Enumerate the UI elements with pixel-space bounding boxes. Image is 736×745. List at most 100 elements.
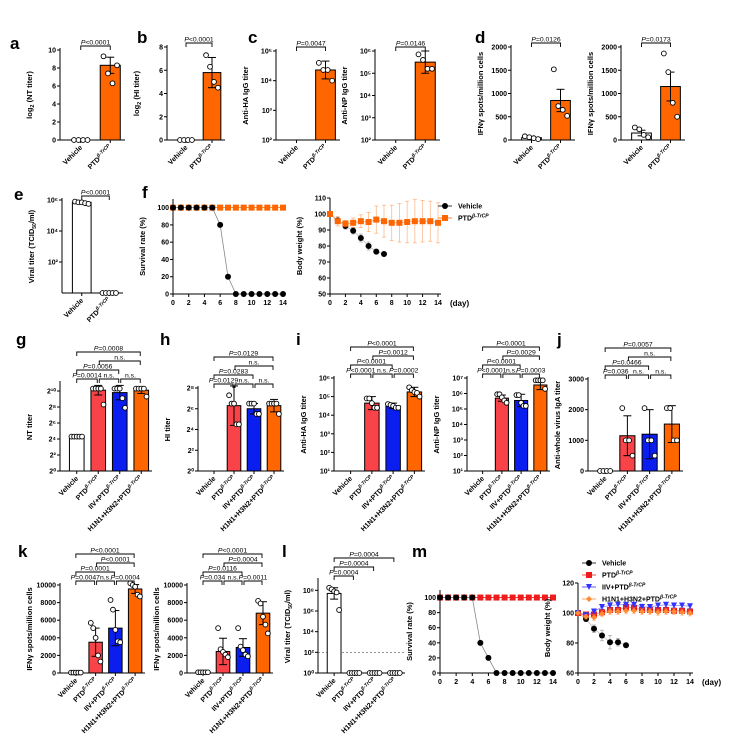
- data-point: [541, 594, 548, 601]
- p-value-label: n.s.: [249, 360, 260, 367]
- data-point: [493, 594, 500, 601]
- y-tick-label: 10⁴: [47, 229, 59, 236]
- p-value-label: n.s.: [377, 368, 388, 375]
- data-point: [623, 601, 629, 608]
- y-axis-label: Survival rate (%): [405, 602, 414, 661]
- y-tick-label: 10⁶: [319, 376, 330, 383]
- y-tick-label: 10: [48, 48, 56, 55]
- legend-marker: [586, 584, 592, 590]
- y-tick-label: 100: [562, 611, 574, 618]
- y-tick-label: 0: [432, 671, 436, 678]
- y-axis-label: Survival rate (%): [138, 217, 147, 276]
- data-point: [526, 134, 533, 141]
- data-point: [535, 136, 542, 142]
- data-point: [357, 235, 364, 241]
- x-tick-label: 6: [218, 300, 222, 307]
- data-point: [356, 670, 363, 676]
- x-tick-label: 2: [343, 300, 347, 307]
- data-point: [550, 670, 556, 676]
- y-tick-label: 1500: [491, 68, 507, 75]
- x-tick-label: PTDβ-TrCP: [536, 143, 564, 171]
- panel-label-e: e: [14, 185, 24, 204]
- data-point: [665, 69, 672, 75]
- p-value-label: P=0.0126: [531, 37, 561, 44]
- data-point: [215, 625, 221, 631]
- significance-bracket: [395, 46, 426, 51]
- significance-bracket: [350, 346, 414, 351]
- p-value-label: P<0.0001: [90, 548, 120, 555]
- chart-m1: 0 20 40 60 80 100 0 2 4 6 8 10 12 14 Survival rate (%): [405, 590, 557, 686]
- p-value-label: n.s.: [644, 351, 655, 358]
- data-point: [84, 137, 91, 143]
- y-tick-label: 10²: [453, 453, 464, 460]
- y-tick-label: 10⁶: [452, 391, 463, 398]
- p-value-label: P=0.0004: [329, 570, 359, 577]
- chart-m2: 60 80 100 120 0 2 4 6 8 10 12 14 (day) Body weight (%…: [543, 560, 721, 687]
- x-tick-label: 12: [533, 679, 541, 686]
- data-point: [226, 392, 232, 399]
- y-axis-label: IFNγ spots/million cells: [476, 52, 485, 135]
- data-point: [655, 602, 661, 609]
- y-axis-label: Viral titer (TCID50/ml): [283, 589, 294, 663]
- y-tick-label: 0: [179, 671, 183, 678]
- p-value-label: P<0.0001: [496, 341, 526, 348]
- y-tick-label: 10⁶: [360, 49, 371, 56]
- significance-bracket: [482, 364, 521, 369]
- p-value-label: P=0.0056: [83, 364, 113, 371]
- chart-b: 0 2 4 6 8 log2 (HI titer) Vehicle PTDβ-TrCP P<0.…: [132, 37, 225, 171]
- data-point: [315, 60, 322, 66]
- data-point: [671, 608, 677, 615]
- data-point: [503, 399, 510, 406]
- significance-bracket: [115, 580, 135, 585]
- y-tick-label: 2⁸: [187, 386, 194, 393]
- y-tick-label: 0: [503, 138, 507, 145]
- data-point: [629, 452, 636, 459]
- data-point: [615, 601, 621, 608]
- y-tick-label: 80: [318, 244, 326, 251]
- data-point: [251, 400, 257, 407]
- data-point: [87, 619, 94, 626]
- x-tick-label: 6: [374, 300, 378, 307]
- chart-f1: 0 20 40 60 80 100 0 2 4 6 8 10 12 14 Survival rate (%): [138, 199, 287, 307]
- data-point: [420, 57, 426, 63]
- y-tick-label: 0: [159, 138, 163, 145]
- y-tick-label: 2000: [167, 653, 183, 660]
- y-tick-label: 500: [495, 114, 507, 121]
- data-point: [501, 670, 508, 676]
- p-value-label: P=0.0129: [209, 378, 239, 385]
- panel-label-g: g: [16, 330, 27, 349]
- significance-bracket: [76, 351, 141, 356]
- y-tick-label: 8: [52, 66, 56, 73]
- legend-marker: [442, 215, 448, 221]
- data-point: [461, 594, 468, 601]
- y-tick-label: 80: [161, 222, 169, 229]
- data-point: [324, 67, 331, 73]
- significance-bracket: [372, 355, 414, 360]
- significance-bracket: [76, 378, 98, 383]
- data-point: [427, 218, 434, 225]
- data-point: [687, 610, 693, 616]
- y-tick-label: 10⁵: [319, 394, 330, 401]
- y-tick-label: 10⁵: [452, 407, 463, 414]
- x-tick-label: 14: [434, 300, 442, 307]
- data-point: [679, 602, 685, 609]
- significance-bracket: [120, 378, 141, 383]
- y-axis-label: Anti-HA IgG titer: [241, 66, 250, 125]
- significance-bracket: [98, 360, 141, 365]
- x-tick-label: PTDβ-TrCP: [85, 296, 113, 324]
- data-point: [493, 670, 500, 676]
- panel-label-h: h: [160, 330, 171, 349]
- data-point: [615, 608, 621, 615]
- data-point: [396, 670, 403, 676]
- significance-bracket: [482, 346, 540, 351]
- p-value-label: P<0.0001: [477, 368, 507, 375]
- legend-marker: [586, 572, 592, 578]
- y-tick-label: 2000: [568, 407, 584, 414]
- y-tick-label: 90: [318, 228, 326, 235]
- data-point: [260, 613, 266, 620]
- data-point: [619, 405, 626, 411]
- data-point: [273, 400, 280, 407]
